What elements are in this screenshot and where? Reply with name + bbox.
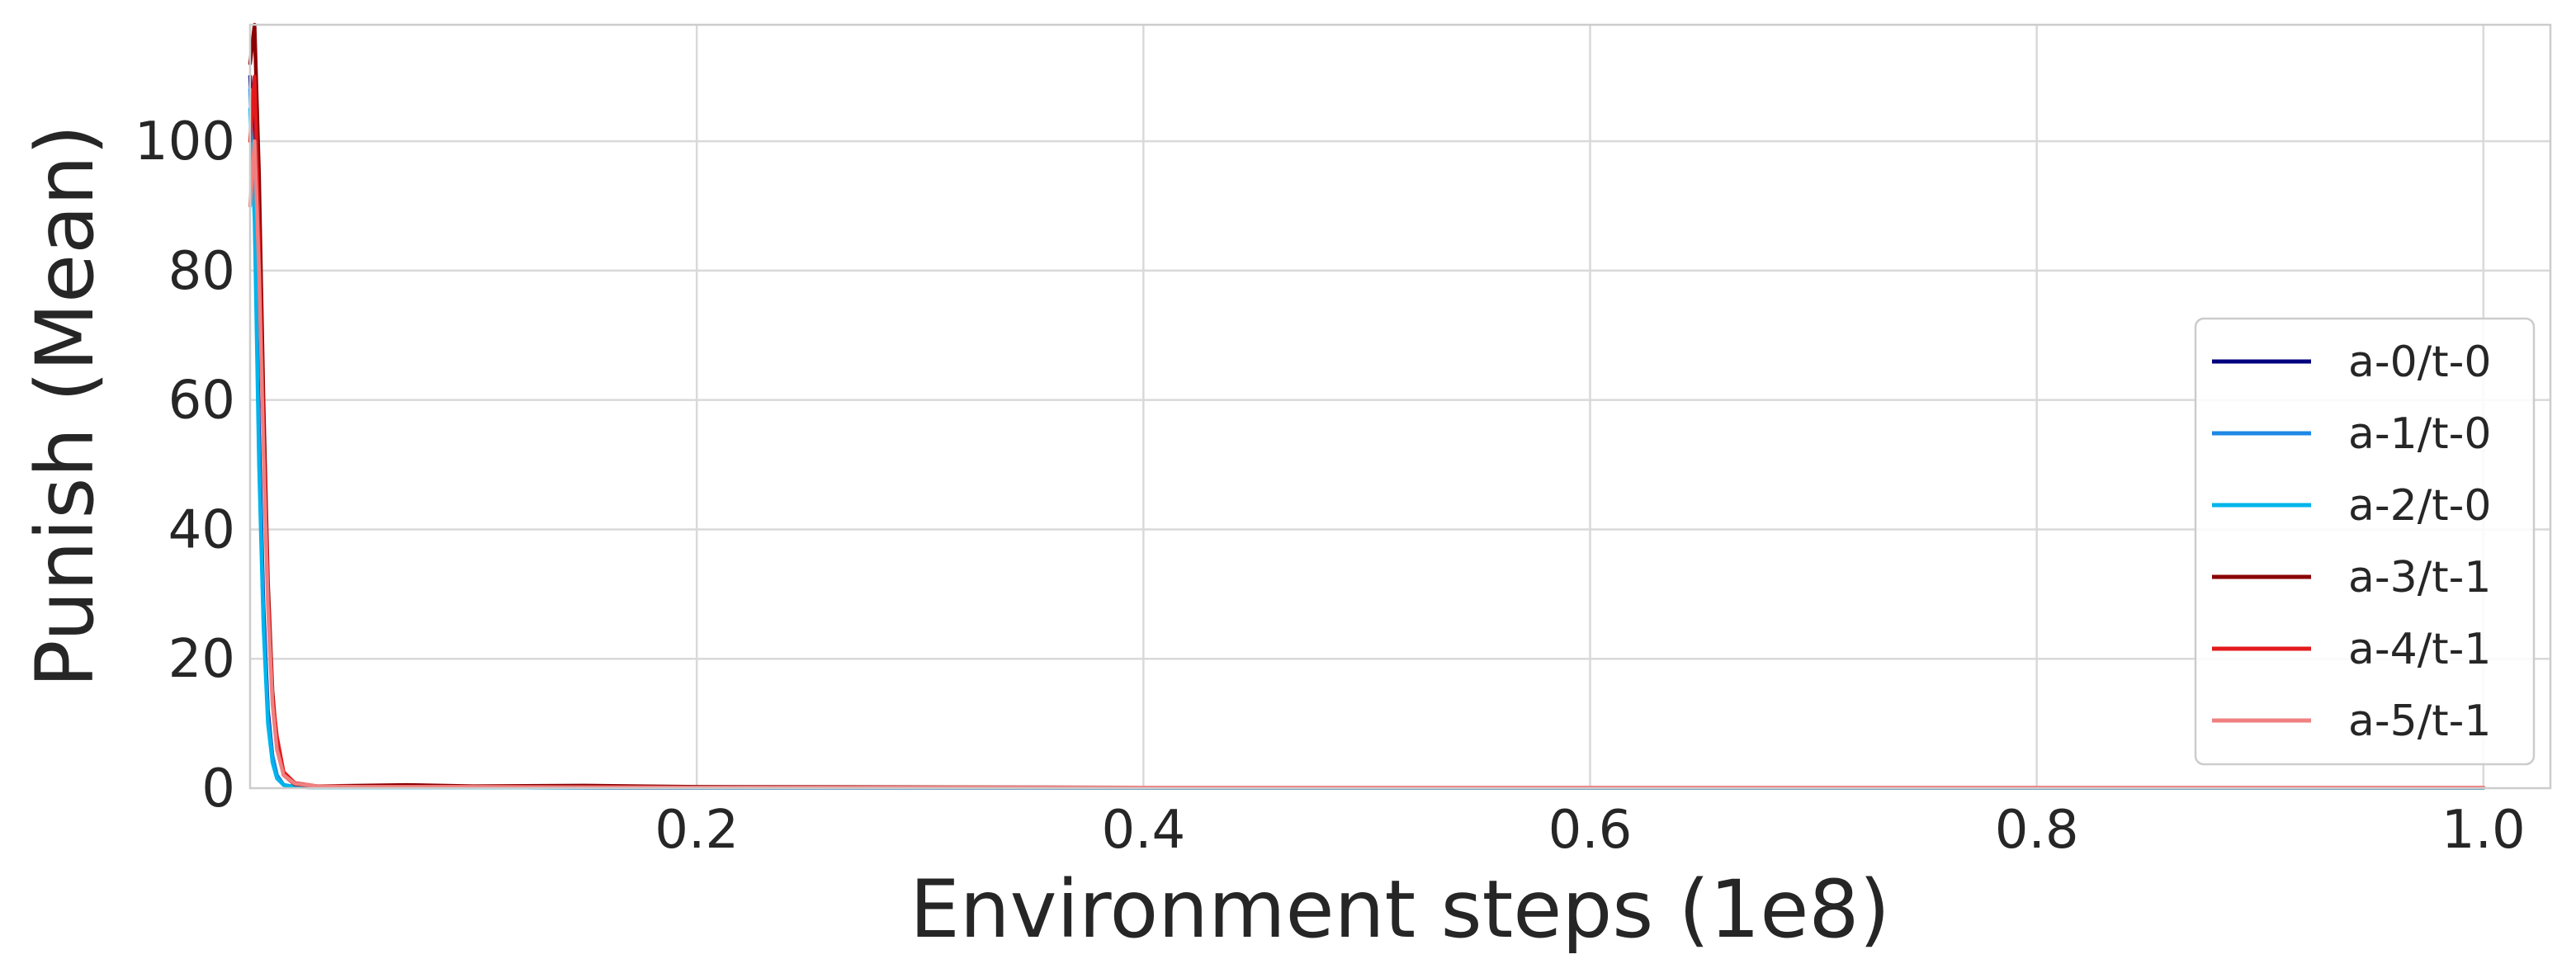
plot-frame	[248, 23, 2552, 790]
y-tick-label: 80	[168, 241, 235, 302]
legend-label: a-1/t-0	[2348, 409, 2491, 459]
y-axis-title: Punish (Mean)	[19, 125, 111, 687]
x-tick-labels: 0.2 0.4 0.6 0.8 1.0	[655, 800, 2525, 861]
legend-label: a-5/t-1	[2348, 697, 2491, 746]
legend-box	[2194, 317, 2536, 766]
legend-label: a-0/t-0	[2348, 338, 2491, 387]
legend: a-0/t-0 a-1/t-0 a-2/t-0 a-3/t-1 a-4/t-1 a-5/t…	[2194, 317, 2536, 766]
grid	[250, 25, 2550, 788]
x-tick-label: 1.0	[2441, 800, 2526, 861]
y-tick-label: 20	[168, 629, 235, 690]
y-tick-label: 40	[168, 499, 235, 560]
plot-background	[250, 25, 2550, 788]
x-tick-label: 0.8	[1995, 800, 2079, 861]
x-tick-label: 0.2	[655, 800, 739, 861]
y-tick-label: 0	[201, 758, 235, 820]
legend-label: a-2/t-0	[2348, 481, 2491, 531]
x-tick-label: 0.4	[1101, 800, 1185, 861]
legend-label: a-4/t-1	[2348, 625, 2491, 674]
x-tick-label: 0.6	[1548, 800, 1633, 861]
y-tick-label: 60	[168, 371, 235, 432]
y-tick-labels: 0 20 40 60 80 100	[135, 111, 235, 820]
y-tick-label: 100	[135, 111, 235, 172]
legend-label: a-3/t-1	[2348, 553, 2491, 602]
x-axis-title: Environment steps (1e8)	[910, 863, 1890, 956]
